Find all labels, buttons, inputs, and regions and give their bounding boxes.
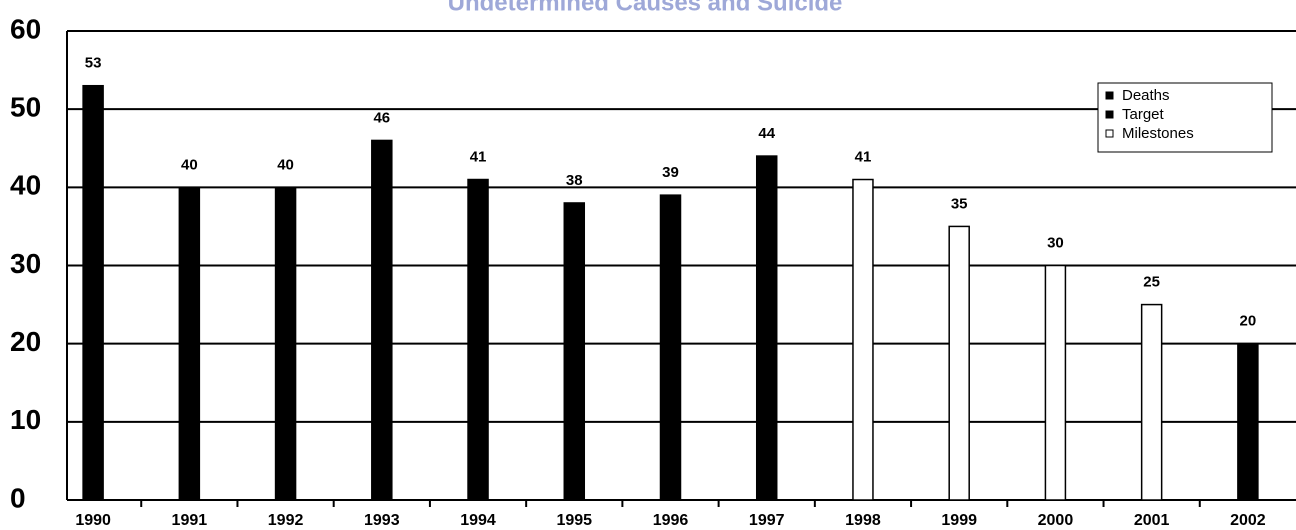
bar xyxy=(274,186,297,501)
chart-title: Undetermined Causes and Suicide xyxy=(448,0,843,16)
bar xyxy=(852,178,874,501)
y-tick-label: 0 xyxy=(10,482,26,513)
bar xyxy=(371,139,393,501)
bar xyxy=(948,225,970,501)
data-label: 41 xyxy=(855,148,872,165)
x-tick-label: 1999 xyxy=(941,512,977,529)
x-tick-label: 1995 xyxy=(556,512,592,529)
bar xyxy=(755,155,778,501)
data-label: 39 xyxy=(662,164,679,181)
x-tick-label: 1998 xyxy=(845,512,881,529)
bar xyxy=(82,84,104,501)
legend-label: Milestones xyxy=(1122,125,1194,142)
legend-label: Deaths xyxy=(1122,87,1170,104)
y-tick-label: 30 xyxy=(10,248,41,279)
x-tick-label: 1990 xyxy=(75,512,111,529)
y-tick-label: 20 xyxy=(10,326,41,357)
data-label: 30 xyxy=(1047,234,1064,251)
legend-marker xyxy=(1105,110,1114,119)
x-tick-label: 1991 xyxy=(172,512,208,529)
x-tick-label: 2000 xyxy=(1038,512,1074,529)
bar xyxy=(1237,342,1259,501)
bar xyxy=(1044,264,1067,501)
data-label: 41 xyxy=(470,148,487,165)
x-tick-label: 1993 xyxy=(364,512,400,529)
data-label: 40 xyxy=(277,156,294,173)
x-tick-label: 1997 xyxy=(749,512,785,529)
data-label: 38 xyxy=(566,172,583,189)
bar xyxy=(563,202,586,501)
legend-label: Target xyxy=(1122,106,1165,123)
y-tick-label: 50 xyxy=(10,92,41,123)
bar xyxy=(467,178,489,501)
data-label: 40 xyxy=(181,156,198,173)
y-tick-label: 10 xyxy=(10,404,41,435)
y-tick-label: 40 xyxy=(10,170,41,201)
data-label: 53 xyxy=(85,55,102,72)
bar xyxy=(1140,303,1163,501)
bar xyxy=(659,194,682,501)
data-label: 35 xyxy=(951,195,968,212)
legend-marker xyxy=(1105,129,1114,138)
data-label: 25 xyxy=(1143,274,1160,291)
x-tick-label: 2001 xyxy=(1134,512,1170,529)
data-label: 20 xyxy=(1240,313,1257,330)
legend-box xyxy=(1097,82,1273,153)
x-tick-label: 1992 xyxy=(268,512,304,529)
x-tick-label: 1996 xyxy=(653,512,689,529)
bar xyxy=(178,186,201,501)
y-tick-label: 60 xyxy=(10,13,41,44)
data-label: 46 xyxy=(373,109,390,126)
x-tick-label: 1994 xyxy=(460,512,496,529)
data-label: 44 xyxy=(758,125,775,142)
x-tick-label: 2002 xyxy=(1230,512,1266,529)
legend-marker xyxy=(1105,91,1114,100)
